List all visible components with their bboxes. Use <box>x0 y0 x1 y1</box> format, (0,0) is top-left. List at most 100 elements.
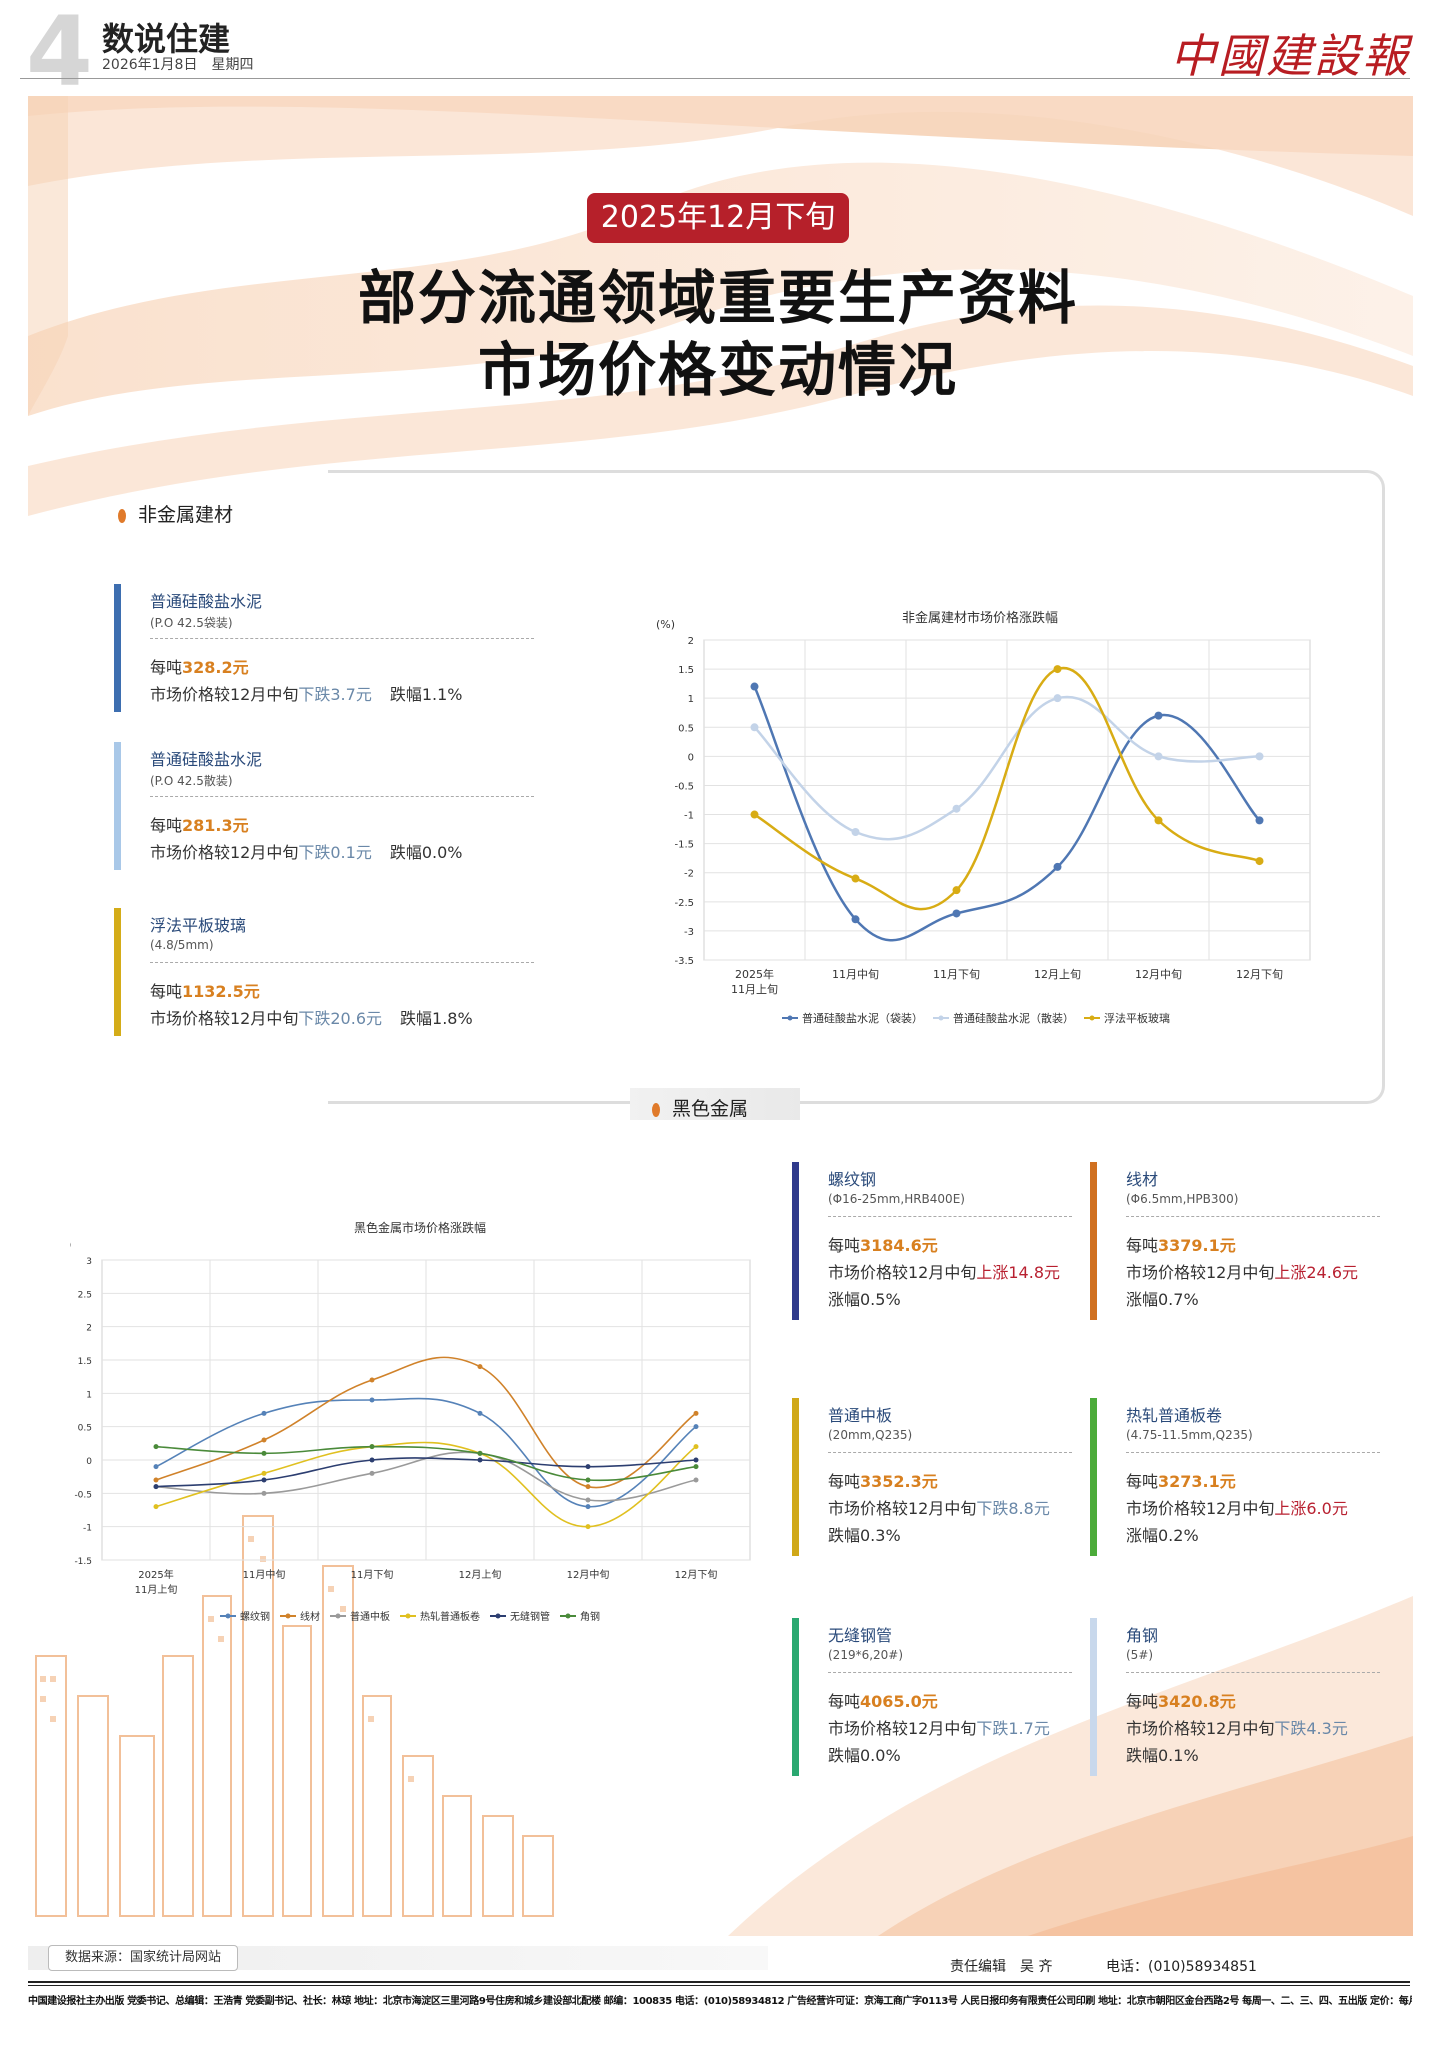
price-card: 角钢 (5#) 每吨3420.8元 市场价格较12月中旬下跌4.3元 跌幅0.1% <box>1090 1618 1380 1776</box>
data-point <box>851 828 860 836</box>
y-tick-label: -1.5 <box>74 1557 92 1567</box>
y-axis-unit: (%) <box>656 618 675 631</box>
price-line: 每吨4065.0元 <box>828 1692 938 1711</box>
legend-marker <box>565 1613 571 1619</box>
legend-label: 线材 <box>300 1610 320 1623</box>
data-point <box>851 874 860 883</box>
price-card: 热轧普通板卷 (4.75-11.5mm,Q235) 每吨3273.1元 市场价格较12… <box>1090 1398 1380 1556</box>
legend-marker <box>495 1613 501 1619</box>
legend-label: 普通中板 <box>350 1610 390 1623</box>
y-tick-label: -3 <box>684 927 694 938</box>
editor-phone: 电话：(010)58934851 <box>1106 1959 1257 1975</box>
x-tick-label: 12月上旬 <box>1034 968 1081 981</box>
data-point <box>693 1444 699 1450</box>
price-value: 1132.5元 <box>182 982 260 1001</box>
legend-label: 螺纹钢 <box>240 1610 270 1623</box>
footer-rule-thin <box>28 1985 1410 1986</box>
legend-label: 无缝钢管 <box>510 1610 550 1623</box>
legend-label: 普通硅酸盐水泥（袋装） <box>802 1011 923 1025</box>
data-point <box>750 682 759 691</box>
x-tick-label: 11月中旬 <box>832 968 879 981</box>
pct-line: 跌幅0.1% <box>1126 1746 1199 1765</box>
x-tick-label: 11月下旬 <box>933 968 980 981</box>
data-point <box>369 1444 375 1450</box>
main-title: 部分流通领域重要生产资料 市场价格变动情况 <box>0 262 1436 406</box>
series-line <box>155 1451 697 1502</box>
change-line: 市场价格较12月中旬下跌1.7元 <box>828 1719 1050 1738</box>
accent-bar <box>114 908 121 1036</box>
item-spec: (5#) <box>1126 1648 1154 1662</box>
legend-marker <box>1089 1015 1095 1021</box>
title-line-1: 部分流通领域重要生产资料 <box>357 264 1078 332</box>
legend-marker <box>405 1613 411 1619</box>
change-line: 市场价格较12月中旬上涨24.6元 <box>1126 1263 1359 1282</box>
legend-marker <box>335 1613 341 1619</box>
accent-bar <box>1090 1398 1097 1556</box>
item-name: 角钢 <box>1126 1626 1159 1645</box>
divider <box>150 962 534 963</box>
item-name: 浮法平板玻璃 <box>150 916 247 935</box>
y-tick-label: -3.5 <box>674 956 694 967</box>
price-value: 3420.8元 <box>1158 1692 1236 1711</box>
item-name: 普通硅酸盐水泥 <box>150 592 263 611</box>
divider <box>150 638 534 639</box>
x-tick-label: 12月中旬 <box>567 1568 610 1581</box>
data-point <box>477 1364 483 1370</box>
price-value: 281.3元 <box>182 816 249 835</box>
data-point <box>693 1424 699 1430</box>
item-spec: (Φ6.5mm,HPB300) <box>1126 1192 1239 1206</box>
accent-bar <box>1090 1162 1097 1320</box>
imprint-line: 中国建设报社主办出版 党委书记、总编辑：王浩青 党委副书记、社长：林琼 地址：北… <box>28 1996 1412 2007</box>
price-line: 每吨3184.6元 <box>828 1236 938 1255</box>
y-tick-label: -0.5 <box>674 781 694 792</box>
issue-date: 2026年1月8日 星期四 <box>102 57 254 73</box>
data-point <box>153 1464 159 1470</box>
price-card: 普通硅酸盐水泥 (P.O 42.5散装) 每吨281.3元 市场价格较12月中旬下跌0… <box>114 742 534 894</box>
pct-value: 跌幅0.0% <box>389 843 463 862</box>
y-tick-label: 2 <box>688 636 694 647</box>
paper-logo: 中國建設報 <box>1170 29 1410 83</box>
pct-value: 跌幅1.1% <box>389 685 463 704</box>
data-point <box>585 1477 591 1483</box>
pct-line: 涨幅0.7% <box>1126 1290 1199 1309</box>
y-tick-label: 2.5 <box>78 1290 92 1300</box>
data-point <box>585 1524 591 1530</box>
price-card: 线材 (Φ6.5mm,HPB300) 每吨3379.1元 市场价格较12月中旬上涨24… <box>1090 1162 1380 1320</box>
y-tick-label: 3 <box>86 1257 92 1267</box>
non-metal-chart: 非金属建材市场价格涨跌幅 (%) 2 1.5 1 0.5 0 -0.5 -1 -1.5 -2 -2.5… <box>640 598 1320 1038</box>
price-value: 3379.1元 <box>1158 1236 1236 1255</box>
change-value: 上涨14.8元 <box>976 1263 1061 1282</box>
data-point <box>153 1484 159 1490</box>
change-line: 市场价格较12月中旬下跌4.3元 <box>1126 1719 1348 1738</box>
data-point <box>1053 665 1062 674</box>
data-point <box>369 1470 375 1476</box>
price-line: 每吨3273.1元 <box>1126 1472 1236 1491</box>
data-point <box>477 1410 483 1416</box>
accent-bar <box>792 1162 799 1320</box>
accent-bar <box>792 1618 799 1776</box>
non-metal-frame <box>328 470 1385 1104</box>
series-line <box>753 686 1261 942</box>
change-value: 上涨6.0元 <box>1274 1499 1348 1518</box>
x-tick-label: 12月下旬 <box>1236 968 1283 981</box>
header-divider <box>20 78 1410 79</box>
y-tick-label: -2.5 <box>674 898 694 909</box>
ferrous-chart: 黑色金属市场价格涨跌幅 (%) 3 2.5 2 1.5 1 0.5 0 -0.5 -1 -1.5 202… <box>54 1214 770 1634</box>
data-point <box>1053 694 1062 703</box>
price-line: 每吨328.2元 <box>150 658 249 677</box>
pct-line: 跌幅0.3% <box>828 1526 901 1545</box>
item-name: 螺纹钢 <box>828 1170 877 1189</box>
legend-label: 角钢 <box>580 1610 600 1623</box>
change-line: 市场价格较12月中旬下跌20.6元 跌幅1.8% <box>150 1009 473 1028</box>
accent-bar <box>1090 1618 1097 1776</box>
item-spec: (4.75-11.5mm,Q235) <box>1126 1428 1253 1442</box>
change-line: 市场价格较12月中旬上涨6.0元 <box>1126 1499 1348 1518</box>
price-value: 4065.0元 <box>860 1692 938 1711</box>
x-tick-label: 12月上旬 <box>459 1568 502 1581</box>
change-line: 市场价格较12月中旬下跌3.7元 跌幅1.1% <box>150 685 463 704</box>
price-card: 无缝钢管 (219*6,20#) 每吨4065.0元 市场价格较12月中旬下跌1.7元… <box>792 1618 1072 1776</box>
section-label-non-metal: 非金属建材 <box>118 500 233 527</box>
data-point <box>261 1490 267 1496</box>
legend-marker <box>787 1015 793 1021</box>
data-point <box>952 886 961 895</box>
